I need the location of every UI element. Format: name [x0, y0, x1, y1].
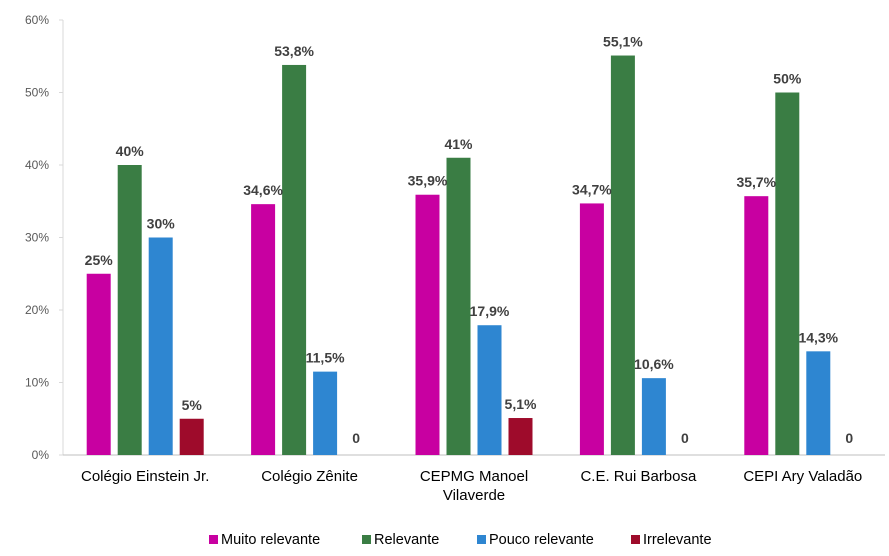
bar — [775, 92, 800, 455]
data-label: 41% — [444, 136, 473, 152]
category-label: CEPMG Manoel — [420, 468, 528, 485]
category-label: C.E. Rui Barbosa — [580, 468, 697, 485]
data-label: 25% — [85, 252, 114, 268]
legend-label: Irrelevante — [643, 532, 712, 548]
bar — [477, 325, 502, 455]
bar — [251, 204, 276, 455]
bar — [86, 273, 111, 455]
data-label: 11,5% — [306, 350, 345, 366]
bar — [641, 378, 666, 455]
bars — [86, 55, 831, 456]
bar — [446, 157, 471, 455]
y-tick-label: 60% — [25, 13, 49, 27]
data-label: 14,3% — [798, 329, 838, 345]
data-label: 35,9% — [408, 173, 448, 189]
legend-label: Muito relevante — [221, 532, 320, 548]
category-label: Colégio Einstein Jr. — [81, 468, 209, 485]
bar — [610, 55, 635, 456]
bar — [282, 64, 307, 455]
data-label: 5,1% — [505, 396, 537, 412]
bar — [415, 194, 440, 455]
data-label: 34,7% — [572, 181, 612, 197]
legend: Muito relevante Relevante Pouco relevante I… — [209, 532, 712, 548]
data-label: 17,9% — [470, 303, 510, 319]
legend-swatch — [477, 535, 486, 544]
y-tick-label: 20% — [25, 303, 49, 317]
y-tick-label: 10% — [25, 376, 49, 390]
bar — [313, 371, 338, 455]
y-axis-ticks: 0% 10% 20% 30% 40% 50% 60% — [25, 13, 63, 462]
data-label: 0 — [845, 430, 853, 446]
bar — [806, 351, 831, 455]
legend-label: Relevante — [374, 532, 439, 548]
bar — [117, 165, 142, 455]
data-label: 0 — [681, 430, 689, 446]
data-labels: 25% 40% 30% 5% 34,6% 53,8% 11,5% 0 35,9% 41% 17,9%… — [85, 34, 854, 446]
bar — [179, 418, 204, 455]
y-tick-label: 40% — [25, 158, 49, 172]
data-label: 0 — [352, 430, 360, 446]
category-label: CEPI Ary Valadão — [743, 468, 862, 485]
bar — [148, 237, 173, 455]
y-tick-label: 50% — [25, 86, 49, 100]
data-label: 34,6% — [243, 182, 283, 198]
data-label: 10,6% — [634, 356, 674, 372]
bar — [508, 418, 533, 455]
data-label: 50% — [773, 71, 802, 87]
data-label: 53,8% — [274, 43, 314, 59]
bar — [744, 196, 769, 456]
data-label: 55,1% — [603, 34, 643, 50]
data-label: 30% — [147, 216, 176, 232]
bar — [579, 203, 604, 455]
category-labels: Colégio Einstein Jr. Colégio Zênite CEPMG … — [81, 468, 862, 504]
legend-label: Pouco relevante — [489, 532, 594, 548]
data-label: 5% — [182, 397, 203, 413]
legend-swatch — [631, 535, 640, 544]
legend-swatch — [362, 535, 371, 544]
category-label: Colégio Zênite — [261, 468, 358, 485]
category-label: Vilaverde — [443, 487, 505, 504]
legend-swatch — [209, 535, 218, 544]
data-label: 40% — [116, 143, 145, 159]
data-label: 35,7% — [736, 174, 776, 190]
y-tick-label: 0% — [32, 448, 50, 462]
y-tick-label: 30% — [25, 231, 49, 245]
